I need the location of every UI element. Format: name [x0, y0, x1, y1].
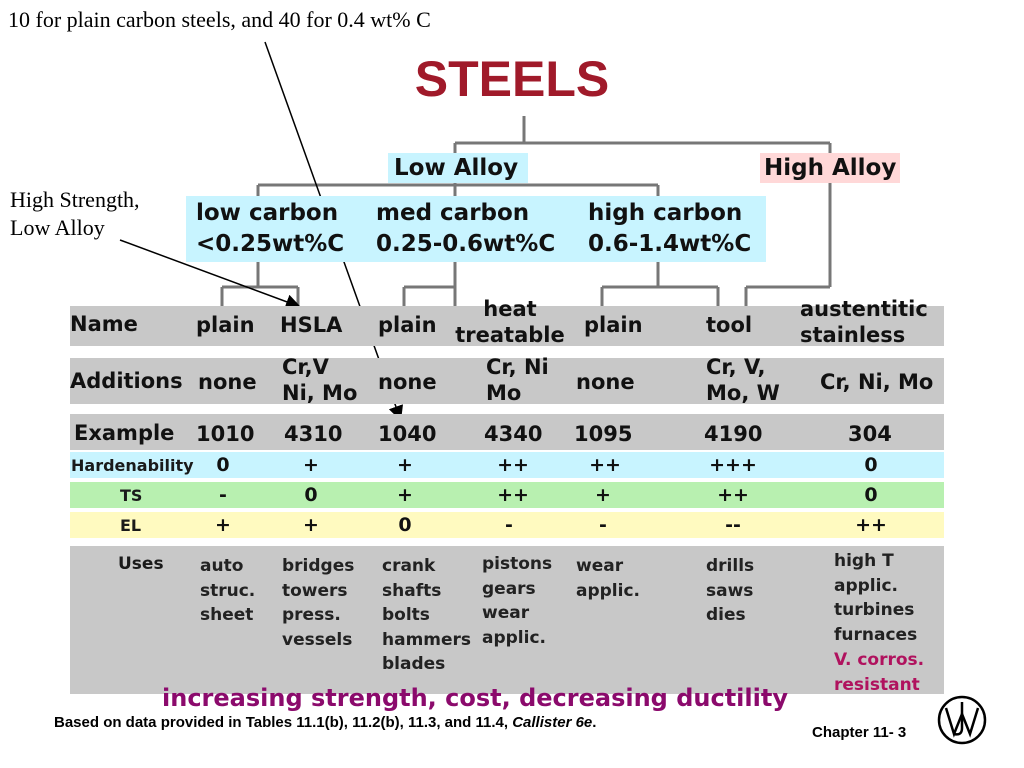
- chapter-label: Chapter 11- 3: [812, 724, 907, 741]
- carbon-class-high: high carbon 0.6-1.4wt%C: [588, 198, 751, 260]
- carbon-class-range: 0.25-0.6wt%C: [376, 231, 556, 257]
- name-cell-line: stainless: [800, 323, 906, 347]
- hardenability-cell: +: [397, 454, 413, 476]
- uses-cell: bridges towers press. vessels: [282, 556, 355, 650]
- additions-cell: none: [198, 370, 257, 394]
- hardenability-cell: +: [303, 454, 319, 476]
- additions-cell: none: [378, 370, 437, 394]
- name-cell-heat-treatable: heat treatable: [454, 296, 566, 348]
- additions-band: [70, 358, 944, 404]
- additions-cell-line: Cr, Ni: [486, 355, 549, 379]
- ts-cell: +: [397, 484, 413, 506]
- uses-cell: crank shafts bolts hammers blades: [382, 556, 472, 674]
- example-cell: 1095: [574, 422, 633, 446]
- example-cell: 1010: [196, 422, 255, 446]
- carbon-class-med: med carbon 0.25-0.6wt%C: [376, 198, 555, 260]
- el-cell: +: [303, 514, 319, 536]
- ts-cell: ++: [717, 484, 749, 506]
- uses-cell: high T applic. turbines furnaces: [834, 551, 918, 645]
- ts-cell: -: [219, 484, 227, 506]
- example-cell: 1040: [378, 422, 437, 446]
- additions-cell-line: Cr,V: [282, 355, 329, 379]
- hsla-note: High Strength, Low Alloy: [10, 186, 140, 242]
- ts-cell: ++: [497, 484, 529, 506]
- carbon-class-name: med carbon: [376, 200, 530, 226]
- name-cell-line: austentitic: [800, 297, 928, 321]
- row-label-example: Example: [74, 421, 175, 445]
- el-cell: -: [505, 514, 513, 536]
- carbon-classes-box: [186, 196, 766, 262]
- name-band: [70, 306, 944, 346]
- el-cell: -: [599, 514, 607, 536]
- name-cell-plain: plain: [378, 313, 437, 337]
- el-band: [70, 512, 944, 538]
- el-cell: +: [215, 514, 231, 536]
- ts-cell: 0: [304, 484, 318, 506]
- example-cell: 304: [848, 422, 892, 446]
- carbon-class-range: 0.6-1.4wt%C: [588, 231, 752, 257]
- carbon-content-note: 10 for plain carbon steels, and 40 for 0…: [8, 7, 431, 32]
- example-cell: 4190: [704, 422, 763, 446]
- footnote-prefix: Based on data provided in Tables 11.1(b)…: [54, 714, 513, 731]
- example-band: [70, 414, 944, 450]
- name-cell-line: heat: [483, 297, 537, 321]
- row-label-additions: Additions: [70, 369, 183, 393]
- uses-cell: drills saws dies: [706, 556, 755, 625]
- footnote-suffix: .: [592, 714, 597, 731]
- hardenability-cell: +++: [709, 454, 757, 476]
- row-label-el: EL: [120, 516, 142, 535]
- publisher-logo-icon: [937, 695, 987, 745]
- trend-label: increasing strength, cost, decreasing du…: [162, 684, 788, 712]
- hardenability-band: [70, 452, 944, 478]
- hsla-note-line1: High Strength,: [10, 187, 140, 212]
- hsla-note-line2: Low Alloy: [10, 215, 105, 240]
- name-cell-austenitic-stainless: austentitic stainless: [800, 296, 928, 348]
- group-high-alloy: High Alloy: [760, 153, 900, 183]
- example-cell: 4340: [484, 422, 543, 446]
- hardenability-cell: 0: [864, 454, 878, 476]
- additions-cell: Cr,V Ni, Mo: [282, 354, 357, 406]
- row-label-uses: Uses: [118, 554, 164, 574]
- row-label-ts: TS: [120, 486, 143, 505]
- el-cell: ++: [855, 514, 887, 536]
- source-footnote: Based on data provided in Tables 11.1(b)…: [54, 714, 596, 731]
- additions-cell: Cr, V, Mo, W: [706, 354, 780, 406]
- name-cell-plain: plain: [584, 313, 643, 337]
- ts-band: [70, 482, 944, 508]
- publisher-logo: [936, 694, 988, 746]
- hardenability-cell: 0: [216, 454, 230, 476]
- hardenability-cell: ++: [497, 454, 529, 476]
- ts-cell: +: [595, 484, 611, 506]
- example-cell: 4310: [284, 422, 343, 446]
- uses-highlight-corrosion: V. corros. resistant: [834, 650, 925, 695]
- ts-cell: 0: [864, 484, 878, 506]
- additions-cell-line: Mo, W: [706, 381, 780, 405]
- additions-cell-line: Ni, Mo: [282, 381, 358, 405]
- additions-cell-line: Cr, V,: [706, 355, 766, 379]
- additions-cell: none: [576, 370, 635, 394]
- additions-cell: Cr, Ni, Mo: [820, 370, 934, 394]
- uses-cell: wear applic.: [576, 556, 640, 601]
- uses-cell: pistons gears wear applic.: [482, 554, 553, 648]
- additions-cell-line: Mo: [486, 381, 522, 405]
- footnote-book: Callister 6e: [512, 714, 593, 731]
- group-low-alloy: Low Alloy: [388, 153, 528, 183]
- additions-cell: Cr, Ni Mo: [486, 354, 549, 406]
- name-cell-plain: plain: [196, 313, 255, 337]
- name-cell-tool: tool: [706, 313, 753, 337]
- page-title: STEELS: [414, 51, 610, 107]
- carbon-class-range: <0.25wt%C: [196, 231, 345, 257]
- el-cell: 0: [398, 514, 412, 536]
- carbon-class-name: high carbon: [588, 200, 743, 226]
- uses-band: [70, 546, 944, 694]
- row-label-name: Name: [70, 312, 138, 336]
- hardenability-cell: ++: [589, 454, 621, 476]
- el-cell: --: [725, 514, 741, 536]
- carbon-class-low: low carbon <0.25wt%C: [196, 198, 344, 260]
- uses-cell: auto struc. sheet: [200, 556, 256, 625]
- carbon-class-name: low carbon: [196, 200, 339, 226]
- row-label-hardenability: Hardenability: [71, 456, 194, 475]
- name-cell-hsla: HSLA: [280, 313, 343, 337]
- name-cell-line: treatable: [455, 323, 565, 347]
